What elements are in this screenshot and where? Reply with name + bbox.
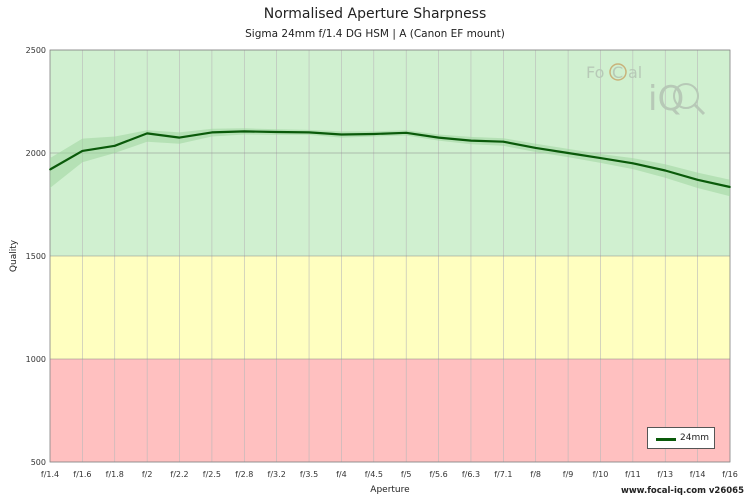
- logo-text-fo: Fo: [586, 63, 604, 82]
- focal-iq-logo: Fo C al iQ: [586, 63, 706, 119]
- x-tick-label: f/16: [722, 470, 738, 479]
- data-point: [729, 186, 731, 188]
- chart-subtitle: Sigma 24mm f/1.4 DG HSM | A (Canon EF mo…: [245, 28, 505, 40]
- x-tick-label: f/10: [593, 470, 609, 479]
- data-point: [146, 132, 149, 135]
- data-point: [211, 131, 213, 134]
- magnifier-icon: [673, 83, 699, 109]
- x-tick-labels: f/1.4 f/1.6 f/1.8 f/2 f/2.2 f/2.5 f/2.8 f/3.2 f/…: [41, 470, 738, 479]
- y-tick-label: 500: [31, 458, 46, 467]
- data-point: [243, 130, 246, 133]
- magnifier-handle-icon: [692, 102, 706, 116]
- footer-url: www.focal-iq.com v26065: [620, 486, 744, 496]
- x-tick-label: f/1.6: [73, 470, 91, 479]
- logo-text-al: al: [628, 63, 642, 82]
- data-point: [567, 152, 569, 154]
- data-point: [308, 131, 310, 134]
- y-tick-label: 2000: [26, 149, 46, 158]
- data-point: [49, 168, 51, 171]
- x-tick-label: f/5.6: [429, 470, 447, 479]
- logo-text-c: C: [612, 63, 623, 82]
- logo-text-iq: iQ: [648, 79, 684, 119]
- quality-bands: [50, 50, 730, 462]
- x-tick-label: f/8: [530, 470, 541, 479]
- x-axis-label: Aperture: [370, 485, 410, 495]
- y-axis-label: Quality: [9, 239, 19, 272]
- x-tick-label: f/11: [625, 470, 641, 479]
- x-tick-label: f/1.4: [41, 470, 59, 479]
- x-tick-label: f/2: [142, 470, 153, 479]
- x-tick-label: f/3.5: [300, 470, 318, 479]
- x-tick-label: f/2.8: [235, 470, 253, 479]
- data-point: [502, 140, 505, 143]
- plot-frame: [49, 49, 731, 463]
- data-point: [599, 157, 602, 160]
- data-point: [372, 133, 375, 135]
- x-tick-label: f/2.2: [170, 470, 188, 479]
- x-tick-label: f/5: [401, 470, 412, 479]
- quality-band-mid: [50, 256, 730, 359]
- logo-ring-icon: [609, 63, 627, 81]
- grid-lines: [49, 49, 731, 463]
- x-tick-label: f/7.1: [494, 470, 512, 479]
- data-point: [178, 136, 181, 139]
- y-tick-labels: 500 1000 1500 2000 2500: [26, 46, 46, 467]
- x-tick-label: f/9: [563, 470, 574, 479]
- y-tick-label: 1000: [26, 355, 46, 364]
- data-point: [405, 131, 408, 134]
- data-point: [696, 178, 699, 181]
- data-point: [340, 133, 343, 136]
- x-tick-label: f/13: [657, 470, 673, 479]
- data-point: [81, 150, 84, 152]
- x-tick-label: f/4: [336, 470, 347, 479]
- quality-band-bad: [50, 359, 730, 462]
- data-point: [631, 162, 634, 165]
- y-tick-label: 2500: [26, 46, 46, 55]
- x-tick-label: f/6.3: [462, 470, 480, 479]
- data-point: [437, 136, 440, 139]
- x-tick-label: f/2.5: [203, 470, 221, 479]
- x-tick-label: f/3.2: [268, 470, 286, 479]
- data-point: [113, 144, 116, 147]
- data-point: [275, 131, 278, 133]
- legend: 24mm: [647, 427, 715, 449]
- legend-swatch: [656, 438, 676, 441]
- legend-label: 24mm: [680, 433, 709, 443]
- data-point: [470, 139, 472, 142]
- y-tick-label: 1500: [26, 252, 46, 261]
- series-lines: [49, 130, 731, 189]
- series-line-24mm: [49, 130, 731, 189]
- data-point: [534, 146, 537, 149]
- x-tick-label: f/14: [690, 470, 706, 479]
- data-point: [664, 169, 667, 172]
- chart-title: Normalised Aperture Sharpness: [263, 6, 487, 22]
- x-tick-label: f/1.8: [106, 470, 124, 479]
- x-tick-label: f/4.5: [365, 470, 383, 479]
